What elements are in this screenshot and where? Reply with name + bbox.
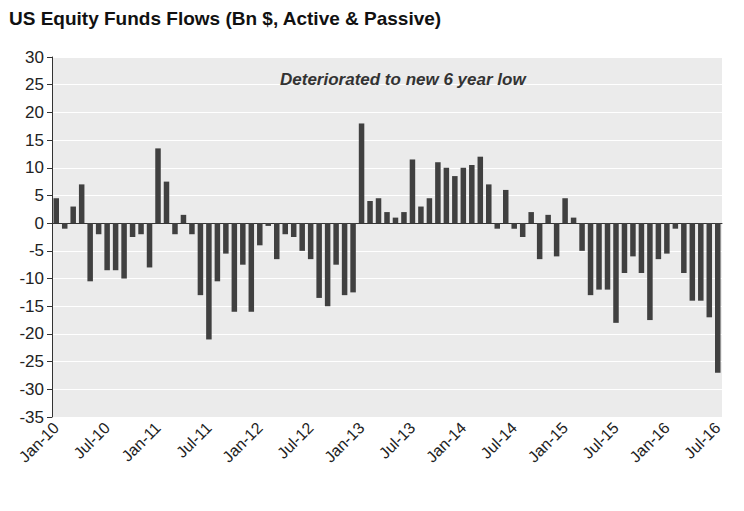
svg-text:Jan-16: Jan-16: [626, 419, 673, 466]
svg-text:-10: -10: [19, 269, 44, 288]
svg-text:Jan-13: Jan-13: [321, 419, 368, 466]
svg-text:Jul-15: Jul-15: [579, 419, 622, 462]
svg-text:30: 30: [25, 48, 44, 67]
svg-text:Jul-13: Jul-13: [376, 419, 419, 462]
svg-text:25: 25: [25, 75, 44, 94]
svg-text:Deteriorated to new 6 year low: Deteriorated to new 6 year low: [280, 70, 527, 89]
svg-text:0: 0: [35, 214, 44, 233]
svg-text:Jul-12: Jul-12: [274, 419, 317, 462]
svg-text:-20: -20: [19, 324, 44, 343]
svg-text:Jan-11: Jan-11: [118, 419, 164, 465]
svg-text:US Equity Funds Flows (Bn $, A: US Equity Funds Flows (Bn $, Active & Pa…: [9, 8, 441, 29]
svg-text:20: 20: [25, 103, 44, 122]
svg-text:-30: -30: [19, 380, 44, 399]
svg-text:-15: -15: [19, 297, 44, 316]
svg-text:Jul-14: Jul-14: [477, 419, 520, 462]
svg-text:5: 5: [35, 186, 44, 205]
svg-text:15: 15: [25, 131, 44, 150]
svg-text:Jan-15: Jan-15: [525, 419, 572, 466]
svg-text:Jan-12: Jan-12: [219, 419, 266, 466]
svg-text:Jan-10: Jan-10: [16, 419, 63, 466]
svg-text:Jul-11: Jul-11: [173, 419, 215, 461]
svg-text:-25: -25: [19, 352, 44, 371]
svg-text:-5: -5: [29, 241, 44, 260]
svg-text:10: 10: [25, 158, 44, 177]
svg-text:Jul-10: Jul-10: [70, 419, 113, 462]
svg-text:Jan-14: Jan-14: [423, 419, 470, 466]
svg-text:-35: -35: [19, 408, 44, 427]
svg-text:Jul-16: Jul-16: [681, 419, 724, 462]
